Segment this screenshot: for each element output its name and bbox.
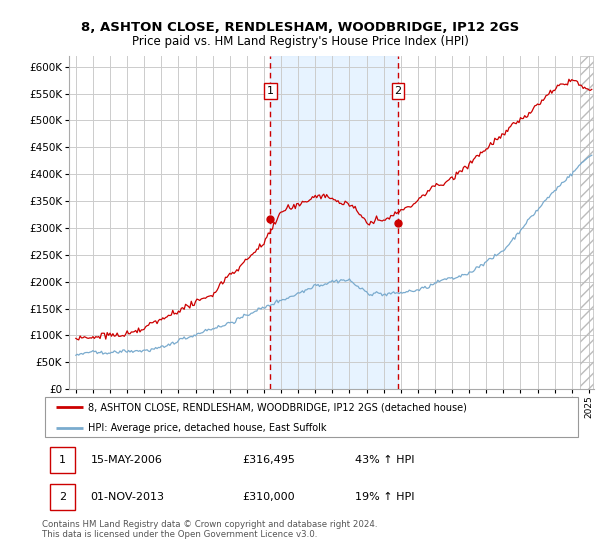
Text: 1: 1 [59, 455, 66, 465]
Text: Price paid vs. HM Land Registry's House Price Index (HPI): Price paid vs. HM Land Registry's House … [131, 35, 469, 48]
Text: 15-MAY-2006: 15-MAY-2006 [91, 455, 163, 465]
Text: 43% ↑ HPI: 43% ↑ HPI [355, 455, 415, 465]
Text: 8, ASHTON CLOSE, RENDLESHAM, WOODBRIDGE, IP12 2GS (detached house): 8, ASHTON CLOSE, RENDLESHAM, WOODBRIDGE,… [88, 402, 467, 412]
Text: £310,000: £310,000 [242, 492, 295, 502]
FancyBboxPatch shape [45, 397, 578, 437]
Bar [580, 56, 593, 389]
FancyBboxPatch shape [50, 484, 74, 510]
Text: 2: 2 [394, 86, 401, 96]
Bar [270, 56, 398, 389]
Text: 01-NOV-2013: 01-NOV-2013 [91, 492, 164, 502]
Text: HPI: Average price, detached house, East Suffolk: HPI: Average price, detached house, East… [88, 423, 326, 433]
Text: Contains HM Land Registry data © Crown copyright and database right 2024.
This d: Contains HM Land Registry data © Crown c… [42, 520, 377, 539]
Text: 1: 1 [267, 86, 274, 96]
Text: 8, ASHTON CLOSE, RENDLESHAM, WOODBRIDGE, IP12 2GS: 8, ASHTON CLOSE, RENDLESHAM, WOODBRIDGE,… [81, 21, 519, 34]
FancyBboxPatch shape [50, 447, 74, 473]
Text: 19% ↑ HPI: 19% ↑ HPI [355, 492, 415, 502]
Text: £316,495: £316,495 [242, 455, 295, 465]
Text: 2: 2 [59, 492, 66, 502]
